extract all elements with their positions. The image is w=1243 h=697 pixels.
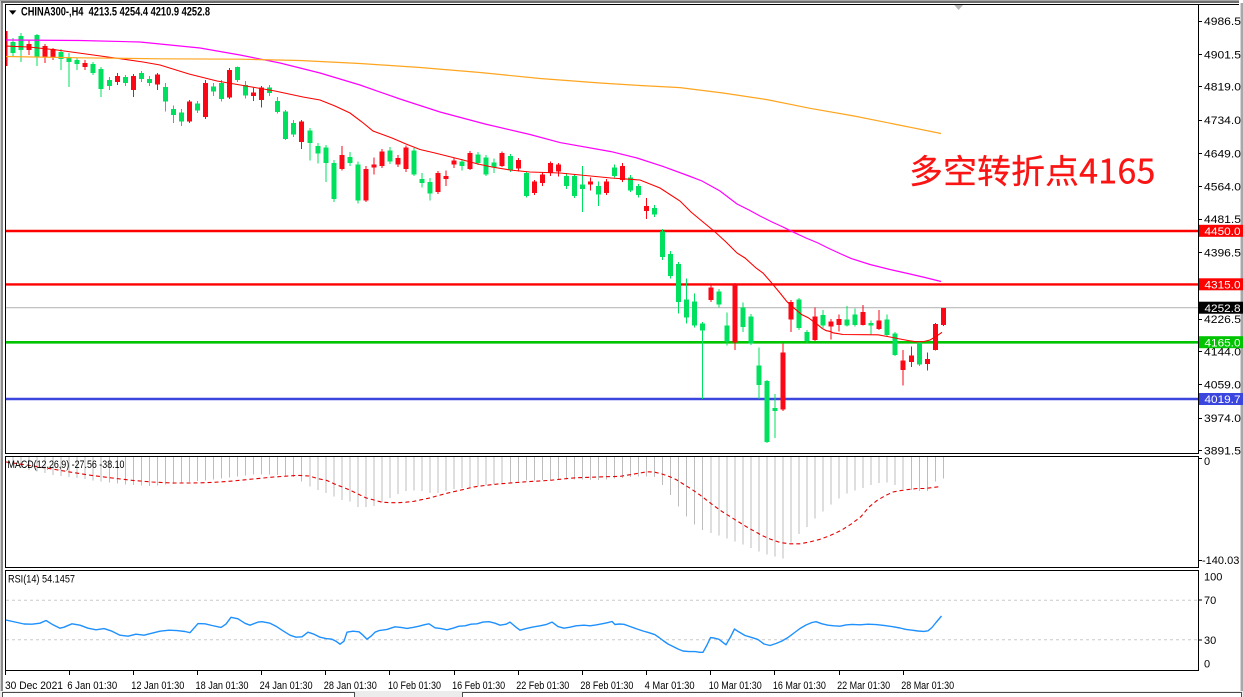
svg-text:4481.5: 4481.5 (1204, 214, 1241, 226)
svg-text:4315.0: 4315.0 (1205, 280, 1241, 292)
svg-text:4252.8: 4252.8 (1205, 303, 1241, 315)
svg-text:100: 100 (1204, 572, 1222, 584)
svg-text:RSI(14) 54.1457: RSI(14) 54.1457 (8, 574, 75, 586)
svg-text:10 Feb 01:30: 10 Feb 01:30 (388, 680, 441, 692)
svg-text:16 Mar 01:30: 16 Mar 01:30 (773, 680, 826, 692)
svg-text:4059.0: 4059.0 (1204, 380, 1241, 392)
svg-text:4649.0: 4649.0 (1204, 148, 1241, 160)
svg-text:0: 0 (1204, 456, 1210, 468)
svg-text:16 Feb 01:30: 16 Feb 01:30 (452, 680, 505, 692)
svg-text:4144.0: 4144.0 (1204, 346, 1241, 358)
svg-text:4226.5: 4226.5 (1204, 314, 1241, 326)
svg-text:3891.5: 3891.5 (1204, 445, 1241, 457)
svg-text:3974.0: 3974.0 (1204, 413, 1241, 425)
svg-text:MACD(12,26,9) -27.56 -38.10: MACD(12,26,9) -27.56 -38.10 (8, 459, 125, 471)
svg-text:22 Feb 01:30: 22 Feb 01:30 (516, 680, 569, 692)
svg-text:30 Dec 2021: 30 Dec 2021 (5, 680, 63, 692)
svg-text:4564.0: 4564.0 (1204, 182, 1241, 194)
svg-text:70: 70 (1204, 595, 1216, 607)
svg-text:CHINA300-,H4 4213.5 4254.4 42: CHINA300-,H4 4213.5 4254.4 4210.9 4252.8 (21, 7, 210, 19)
svg-text:18 Jan 01:30: 18 Jan 01:30 (196, 680, 249, 692)
svg-text:28 Jan 01:30: 28 Jan 01:30 (324, 680, 377, 692)
svg-text:24 Jan 01:30: 24 Jan 01:30 (260, 680, 313, 692)
svg-text:4450.0: 4450.0 (1205, 226, 1241, 238)
svg-text:6 Jan 01:30: 6 Jan 01:30 (67, 680, 117, 692)
svg-text:12 Jan 01:30: 12 Jan 01:30 (131, 680, 184, 692)
svg-text:4019.7: 4019.7 (1205, 394, 1241, 406)
svg-text:-140.03: -140.03 (1202, 555, 1239, 567)
svg-text:4396.5: 4396.5 (1204, 247, 1241, 259)
svg-text:4986.5: 4986.5 (1204, 16, 1241, 28)
svg-text:0: 0 (1204, 659, 1210, 671)
svg-text:4 Mar 01:30: 4 Mar 01:30 (645, 680, 695, 692)
svg-text:22 Mar 01:30: 22 Mar 01:30 (837, 680, 890, 692)
svg-text:4819.0: 4819.0 (1204, 82, 1241, 94)
svg-text:10 Mar 01:30: 10 Mar 01:30 (709, 680, 762, 692)
svg-text:4734.0: 4734.0 (1204, 115, 1241, 127)
svg-text:30: 30 (1204, 635, 1216, 647)
svg-text:4165.0: 4165.0 (1205, 337, 1241, 349)
svg-text:28 Mar 01:30: 28 Mar 01:30 (901, 680, 954, 692)
svg-text:28 Feb 01:30: 28 Feb 01:30 (580, 680, 633, 692)
svg-text:4901.5: 4901.5 (1204, 49, 1241, 61)
